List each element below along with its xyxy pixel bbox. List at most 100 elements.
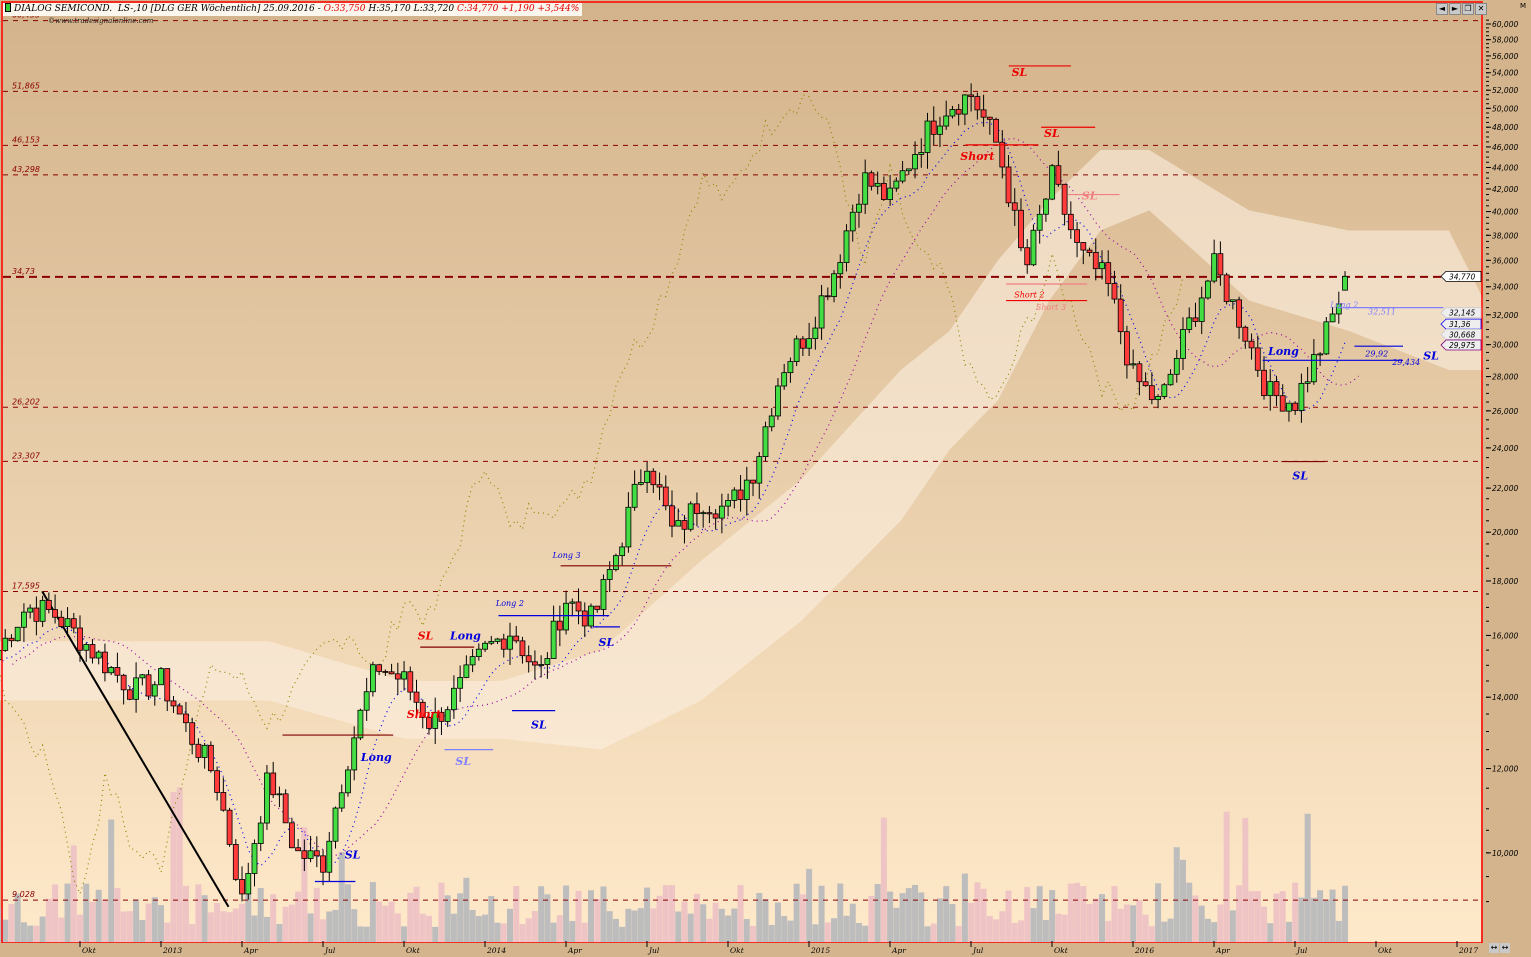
candle-body bbox=[1117, 298, 1124, 333]
volume-bar bbox=[893, 907, 900, 942]
x-tick-label: Apr bbox=[1215, 946, 1230, 955]
candle-body bbox=[164, 668, 171, 702]
volume-bar bbox=[594, 899, 601, 942]
y-tick-label: 10,000 bbox=[1492, 849, 1518, 858]
volume-bar bbox=[83, 883, 90, 942]
x-tick-label: Okt bbox=[730, 946, 745, 955]
volume-bar bbox=[482, 914, 489, 942]
volume-bar bbox=[1155, 883, 1162, 942]
candle-body bbox=[251, 843, 258, 874]
volume-bar bbox=[214, 903, 221, 942]
candle-body bbox=[775, 385, 781, 417]
x-axis[interactable]: Okt 2013 Apr Jul Okt 2014 Apr Jul Okt 2015 Apr Jul O… bbox=[0, 941, 1483, 957]
volume-bar bbox=[1279, 891, 1286, 942]
volume-bar bbox=[463, 877, 470, 942]
candle-body bbox=[139, 674, 146, 679]
candle-body bbox=[731, 489, 738, 501]
volume-bar bbox=[232, 908, 239, 942]
expand-button[interactable]: ↔ bbox=[1489, 943, 1499, 953]
candle-body bbox=[64, 618, 71, 627]
candle-body bbox=[158, 668, 164, 686]
volume-bar bbox=[70, 845, 77, 942]
volume-bar bbox=[774, 902, 781, 942]
volume-bar bbox=[1310, 897, 1317, 942]
x-tick-label: Apr bbox=[891, 946, 906, 955]
volume-bar bbox=[1061, 914, 1068, 942]
volume-bar bbox=[743, 919, 750, 942]
candle-body bbox=[918, 152, 925, 155]
price-tag-label: 31,36 bbox=[1449, 320, 1471, 329]
volume-bar bbox=[693, 893, 700, 942]
volume-bar bbox=[257, 888, 264, 942]
annotation-label: 29,434 bbox=[1391, 358, 1420, 367]
y-axis[interactable]: 10,000 12,000 14,000 16,000 18,000 20,000 22,0… bbox=[1483, 0, 1531, 957]
annotation-label: Long 3 bbox=[552, 551, 581, 560]
y-tick-label: 14,000 bbox=[1492, 693, 1518, 702]
y-tick-label: 40,000 bbox=[1492, 208, 1518, 217]
volume-bar bbox=[993, 919, 1000, 942]
volume-bar bbox=[239, 903, 246, 942]
candle-body bbox=[893, 180, 900, 189]
candle-body bbox=[232, 844, 239, 880]
candle-body bbox=[332, 807, 339, 842]
candle-body bbox=[993, 118, 999, 143]
candle-body bbox=[1205, 280, 1211, 299]
volume-bar bbox=[419, 913, 426, 942]
candle-body bbox=[538, 664, 545, 666]
volume-bar bbox=[1074, 882, 1081, 942]
candle-body bbox=[1329, 313, 1336, 323]
volume-bar bbox=[1292, 882, 1299, 942]
candle-body bbox=[818, 295, 825, 329]
annotation-label: Long bbox=[449, 629, 481, 642]
price-tag-label: 34,770 bbox=[1449, 272, 1475, 281]
close-icon: ✕ bbox=[1477, 4, 1485, 13]
shrink-button[interactable]: ↔ bbox=[1500, 943, 1510, 953]
volume-bar bbox=[887, 891, 894, 942]
candle-body bbox=[1180, 329, 1186, 359]
candle-body bbox=[426, 716, 432, 729]
candle-body bbox=[282, 793, 289, 824]
candle-body bbox=[1005, 166, 1012, 204]
candle-body bbox=[58, 616, 65, 627]
level-label: 9,028 bbox=[12, 890, 35, 899]
volume-bar bbox=[425, 915, 432, 942]
candle-body bbox=[675, 520, 682, 527]
volume-bar bbox=[1042, 920, 1049, 942]
level-label: 51,865 bbox=[12, 81, 40, 90]
annotation-label: Short 2 bbox=[1014, 291, 1044, 300]
y-tick-label: 48,000 bbox=[1492, 123, 1518, 132]
restore-button[interactable]: ❐ bbox=[1462, 3, 1474, 15]
candle-body bbox=[313, 850, 320, 857]
candle-body bbox=[245, 873, 252, 895]
volume-bar bbox=[282, 906, 289, 942]
volume-bar bbox=[1049, 890, 1056, 942]
candle-body bbox=[469, 656, 476, 666]
volume-bar bbox=[1342, 885, 1349, 942]
volume-bar bbox=[1323, 899, 1330, 942]
volume-bar bbox=[600, 886, 607, 942]
candle-body bbox=[1229, 299, 1236, 302]
candle-body bbox=[320, 855, 326, 873]
volume-bar bbox=[1186, 882, 1193, 942]
volume-bar bbox=[731, 908, 738, 942]
volume-bar bbox=[793, 883, 800, 942]
candle-body bbox=[1317, 353, 1323, 356]
volume-bar bbox=[550, 922, 557, 942]
candle-body bbox=[482, 642, 488, 650]
candle-body bbox=[1286, 402, 1292, 412]
forward-button[interactable]: ► bbox=[1449, 3, 1461, 15]
volume-bar bbox=[756, 892, 763, 942]
volume-bar bbox=[176, 787, 183, 942]
candle-body bbox=[170, 700, 177, 707]
volume-bar bbox=[513, 886, 520, 942]
candle-body bbox=[183, 713, 189, 724]
y-tick-label: 56,000 bbox=[1492, 52, 1518, 61]
back-button[interactable]: ◄ bbox=[1436, 3, 1448, 15]
close-button[interactable]: ✕ bbox=[1475, 3, 1487, 15]
annotation-label: Short bbox=[960, 150, 994, 163]
annotation-label: Long bbox=[1267, 345, 1299, 358]
candle-body bbox=[1086, 249, 1093, 253]
y-tick-label: 16,000 bbox=[1492, 631, 1518, 640]
